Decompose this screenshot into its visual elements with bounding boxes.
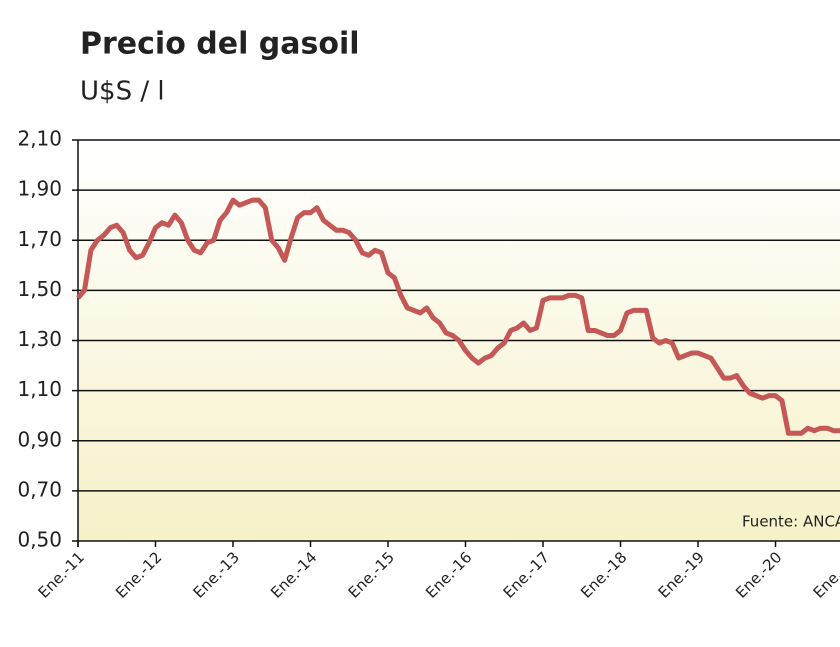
x-tick-label: Ene.-16	[422, 548, 475, 601]
y-tick-label: 0,70	[17, 477, 62, 501]
chart-subtitle: U$S / l	[80, 77, 165, 107]
x-tick-label: Ene.-11	[35, 548, 88, 601]
y-tick-label: 1,10	[17, 377, 62, 401]
x-tick-label: Ene.-18	[577, 548, 630, 601]
y-tick-label: 0,50	[17, 528, 62, 552]
x-tick-label: Ene.-17	[500, 548, 553, 601]
y-tick-label: 1,50	[17, 277, 62, 301]
x-tick-label: Ene.-21	[810, 548, 840, 601]
y-tick-label: 1,70	[17, 227, 62, 251]
x-tick-label: Ene.-14	[267, 548, 320, 601]
y-tick-label: 1,90	[17, 177, 62, 201]
x-tick-label: Ene.-15	[345, 548, 398, 601]
x-tick-label: Ene.-20	[732, 548, 785, 601]
chart-title: Precio del gasoil	[80, 27, 360, 62]
source: Fuente: ANCAP	[742, 513, 840, 531]
y-tick-label: 2,10	[17, 127, 62, 151]
x-tick-label: Ene.-12	[112, 548, 165, 601]
y-tick-label: 1,30	[17, 327, 62, 351]
y-tick-label: 0,90	[17, 427, 62, 451]
x-tick-label: Ene.-19	[655, 548, 708, 601]
x-tick-label: Ene.-13	[190, 548, 243, 601]
data-line	[76, 197, 840, 436]
